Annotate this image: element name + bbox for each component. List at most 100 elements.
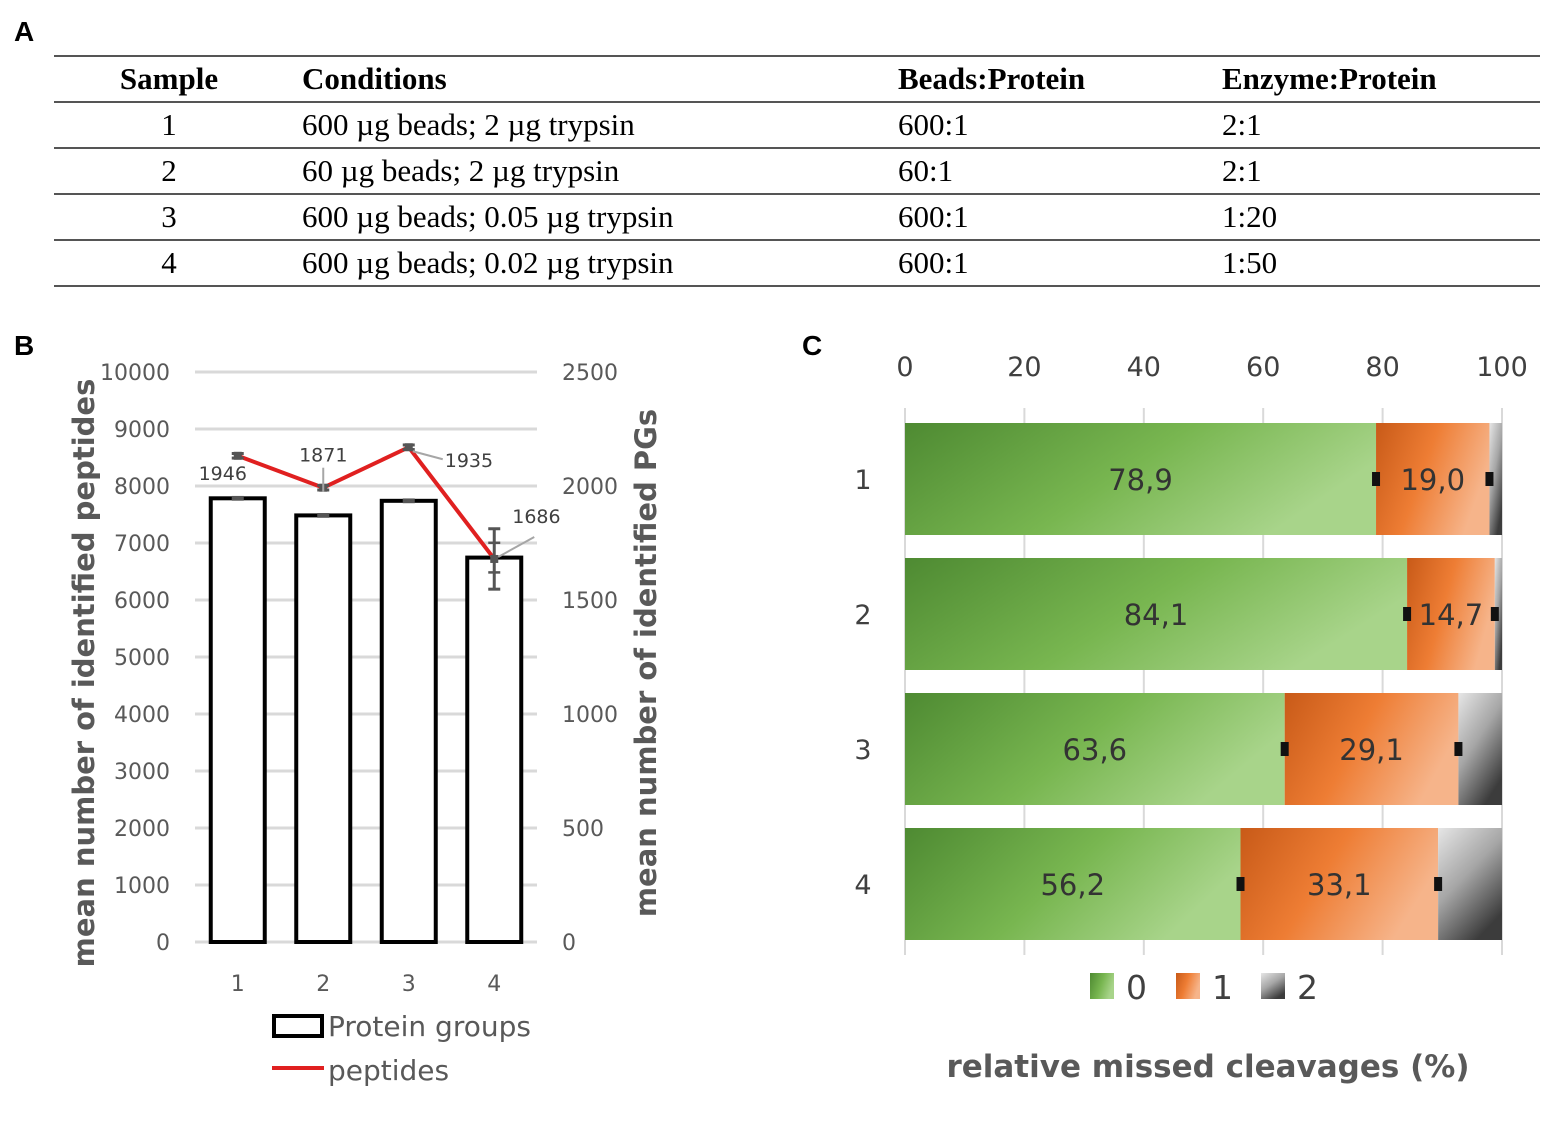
panel-label-c: C	[802, 330, 823, 361]
y2-axis-label: mean number of identified PGs	[629, 409, 663, 917]
y2-tick-label: 2000	[562, 475, 618, 500]
cell-beads-protein: 60:1	[898, 148, 1222, 195]
data-label: 78,9	[1108, 463, 1173, 497]
point-peptides	[404, 443, 413, 452]
cell-conditions: 600 µg beads; 0.05 µg trypsin	[284, 194, 898, 241]
legend-label-2: 2	[1297, 968, 1318, 1007]
y-tick-label: 6000	[114, 589, 170, 614]
error-marker	[1434, 877, 1443, 891]
y-axis-label: mean number of identified peptides	[67, 379, 101, 968]
data-label: 19,0	[1400, 463, 1465, 497]
legend-swatch-1	[1176, 973, 1200, 999]
cell-enzyme-protein: 2:1	[1222, 148, 1540, 195]
data-label: 29,1	[1339, 733, 1404, 767]
x-tick-label: 40	[1127, 352, 1161, 383]
x-tick-label: 3	[402, 972, 416, 997]
x-tick-label: 20	[1007, 352, 1041, 383]
cell-conditions: 60 µg beads; 2 µg trypsin	[284, 148, 898, 195]
table-header-row: Sample Conditions Beads:Protein Enzyme:P…	[54, 55, 1540, 103]
header-beads-protein: Beads:Protein	[898, 55, 1222, 103]
error-marker	[1490, 607, 1499, 621]
panel-label-b: B	[14, 330, 35, 361]
bar-protein-groups	[379, 498, 438, 944]
y2-tick-label: 500	[562, 817, 604, 842]
bar-segment-0	[905, 558, 1408, 670]
cell-sample: 3	[54, 194, 284, 241]
legend-label-0: 0	[1126, 968, 1147, 1007]
cell-sample: 4	[54, 240, 284, 287]
y-tick-label: 9000	[114, 418, 170, 443]
legend-label-protein-groups: Protein groups	[328, 1010, 531, 1043]
legend-swatch-0	[1090, 973, 1114, 999]
cell-beads-protein: 600:1	[898, 194, 1222, 241]
x-tick-label: 2	[316, 972, 330, 997]
cell-conditions: 600 µg beads; 0.02 µg trypsin	[284, 240, 898, 287]
cell-sample: 1	[54, 102, 284, 149]
error-marker	[1372, 472, 1381, 486]
error-marker	[1454, 742, 1463, 756]
peptides-pg-chart: 0100020003000400050006000700080009000100…	[67, 361, 663, 1087]
error-marker	[1236, 877, 1245, 891]
y-tick-label: 3	[854, 735, 871, 766]
x-tick-label: 0	[896, 352, 913, 383]
y-tick-label: 5000	[114, 646, 170, 671]
bar-protein-groups	[208, 496, 267, 944]
bar-protein-groups	[294, 513, 353, 944]
legend-label-peptides: peptides	[328, 1054, 449, 1087]
point-peptides	[233, 451, 242, 460]
error-marker	[1403, 607, 1412, 621]
panel-label-a: A	[14, 16, 35, 47]
error-marker	[1280, 742, 1289, 756]
x-tick-label: 1	[231, 972, 245, 997]
x-tick-label: 100	[1476, 352, 1528, 383]
bar-segment-2	[1438, 828, 1502, 940]
y-tick-label: 7000	[114, 532, 170, 557]
data-label: 14,7	[1419, 598, 1484, 632]
bar-segment-1	[1407, 558, 1495, 670]
header-conditions: Conditions	[284, 55, 898, 103]
table-row: 1 600 µg beads; 2 µg trypsin 600:1 2:1	[54, 102, 1540, 149]
data-label: 1946	[199, 463, 247, 485]
data-label-leader	[497, 536, 535, 558]
cell-sample: 2	[54, 148, 284, 195]
data-label: 63,6	[1063, 733, 1128, 767]
y-tick-label: 4	[854, 870, 871, 901]
y-tick-label: 4000	[114, 703, 170, 728]
conditions-table: Sample Conditions Beads:Protein Enzyme:P…	[54, 55, 1540, 287]
cell-enzyme-protein: 2:1	[1222, 102, 1540, 149]
y-tick-label: 1	[854, 465, 871, 496]
data-label: 33,1	[1307, 868, 1372, 902]
y-tick-label: 0	[156, 931, 170, 956]
y-tick-label: 2000	[114, 817, 170, 842]
bar-segment-1	[1240, 828, 1439, 940]
bar-segment-0	[905, 423, 1377, 535]
table-row: 2 60 µg beads; 2 µg trypsin 60:1 2:1	[54, 148, 1540, 195]
y-tick-label: 1000	[114, 874, 170, 899]
bar-segment-1	[1284, 693, 1459, 805]
legend-swatch-2	[1261, 973, 1285, 999]
x-tick-label: 4	[487, 972, 501, 997]
table-row: 3 600 µg beads; 0.05 µg trypsin 600:1 1:…	[54, 194, 1540, 241]
cell-enzyme-protein: 1:50	[1222, 240, 1540, 287]
x-axis-label: relative missed cleavages (%)	[946, 1049, 1469, 1085]
legend-swatch-protein-groups	[272, 1014, 324, 1038]
header-sample: Sample	[54, 55, 284, 103]
y2-tick-label: 1500	[562, 589, 618, 614]
y2-tick-label: 1000	[562, 703, 618, 728]
bar-segment-1	[1376, 423, 1490, 535]
y-tick-label: 8000	[114, 475, 170, 500]
bar-segment-2	[1489, 423, 1502, 535]
x-tick-label: 80	[1365, 352, 1399, 383]
bar-protein-groups	[465, 555, 524, 944]
data-label: 1686	[512, 506, 560, 528]
header-enzyme-protein: Enzyme:Protein	[1222, 55, 1540, 103]
bar-segment-0	[905, 693, 1285, 805]
point-peptides	[490, 554, 499, 563]
data-label-leader	[412, 450, 444, 461]
series-line-peptides	[237, 444, 496, 561]
error-marker	[1485, 472, 1494, 486]
cell-conditions: 600 µg beads; 2 µg trypsin	[284, 102, 898, 149]
bar-segment-0	[905, 828, 1241, 940]
